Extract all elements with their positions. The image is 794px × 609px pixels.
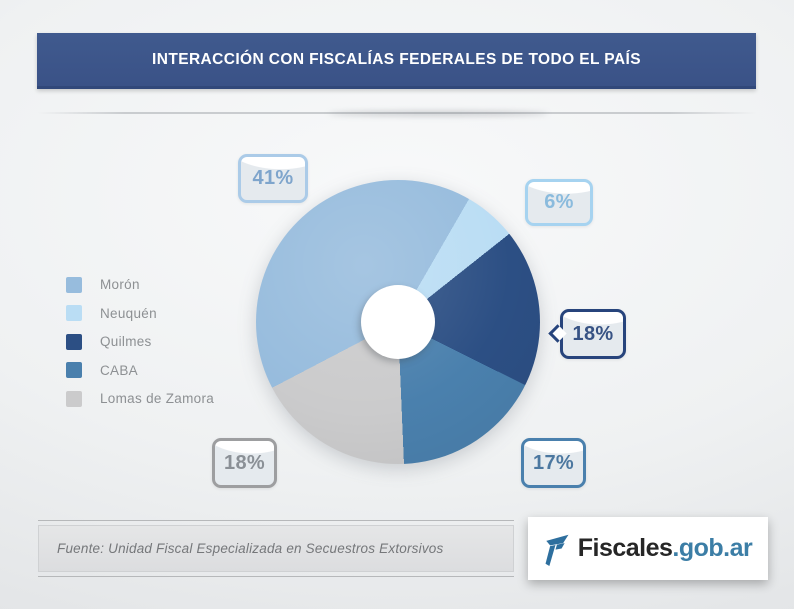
callout-value: 17% — [533, 451, 574, 474]
legend-label: Quilmes — [100, 334, 152, 349]
chart-legend: Morón Neuquén Quilmes CABA Lomas de Zamo… — [66, 276, 214, 419]
legend-label: Morón — [100, 277, 140, 292]
pie-donut-hole — [361, 285, 435, 359]
callout-caba: 17% — [521, 438, 586, 488]
legend-label: Neuquén — [100, 305, 157, 321]
legend-swatch-quilmes — [66, 333, 82, 350]
callout-value: 41% — [252, 167, 294, 189]
fiscales-flag-icon — [545, 534, 569, 566]
legend-swatch-caba — [66, 362, 82, 378]
legend-swatch-neuquen — [66, 305, 82, 321]
legend-item-moron: Morón — [66, 276, 214, 293]
header-separator — [38, 112, 756, 114]
logo-brand: Fiscales — [577, 534, 673, 562]
callout-neuquen: 6% — [525, 179, 593, 226]
logo-suffix: .gob.ar — [672, 534, 753, 562]
legend-item-caba: CABA — [66, 362, 214, 379]
legend-swatch-moron — [66, 276, 82, 293]
callout-value: 18% — [572, 322, 614, 345]
callout-value: 18% — [224, 451, 265, 474]
callout-quilmes: 18% — [560, 309, 626, 359]
title-banner: INTERACCIÓN CON FISCALÍAS FEDERALES DE T… — [37, 33, 756, 89]
legend-item-quilmes: Quilmes — [66, 333, 214, 350]
legend-label: Lomas de Zamora — [100, 391, 215, 406]
legend-item-neuquen: Neuquén — [66, 305, 214, 322]
source-bar-top-rule — [38, 520, 514, 521]
legend-swatch-lomas-de-zamora — [66, 390, 82, 407]
callout-value: 6% — [544, 191, 574, 213]
legend-label: CABA — [100, 362, 138, 378]
fiscales-logo: Fiscales.gob.ar — [528, 517, 768, 580]
source-text: Fuente: Unidad Fiscal Especializada en S… — [57, 541, 444, 556]
source-bar-bottom-rule — [38, 576, 514, 577]
fiscales-logo-text: Fiscales.gob.ar — [578, 534, 753, 563]
callout-lomas-de-zamora: 18% — [212, 438, 277, 488]
legend-item-lomas-de-zamora: Lomas de Zamora — [66, 390, 214, 407]
page-title: INTERACCIÓN CON FISCALÍAS FEDERALES DE T… — [152, 50, 641, 68]
source-bar: Fuente: Unidad Fiscal Especializada en S… — [38, 525, 514, 572]
callout-moron: 41% — [238, 154, 308, 203]
